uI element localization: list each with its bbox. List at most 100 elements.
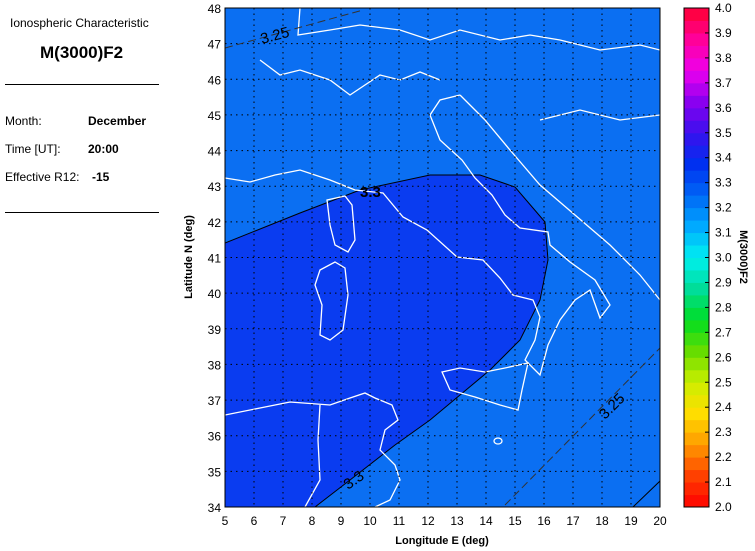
x-tick-label: 20 [653, 514, 667, 528]
time-label: Time [UT]: [5, 142, 61, 156]
colorbar-band [684, 57, 709, 71]
x-tick-label: 13 [450, 514, 464, 528]
colorbar-tick-label: 3.4 [715, 151, 732, 165]
colorbar-band [684, 469, 709, 483]
colorbar-band [684, 107, 709, 121]
colorbar-tick-label: 3.3 [715, 176, 732, 190]
colorbar-band [684, 157, 709, 171]
colorbar-band [684, 444, 709, 458]
contour-line-3.25 [504, 347, 660, 506]
colorbar-band [684, 494, 709, 508]
colorbar-band [684, 332, 709, 346]
colorbar-band [684, 369, 709, 383]
colorbar-tick-label: 3.0 [715, 251, 732, 265]
colorbar-tick-label: 2.0 [715, 500, 732, 514]
colorbar-band [684, 482, 709, 496]
colorbar-band [684, 307, 709, 321]
x-tick-label: 6 [251, 514, 258, 528]
characteristic-subtitle: Ionospheric Characteristic [10, 16, 149, 30]
colorbar-band [684, 145, 709, 159]
y-tick-label: 36 [208, 430, 222, 444]
y-tick-label: 44 [208, 145, 222, 159]
y-tick-label: 45 [208, 109, 222, 123]
x-tick-label: 8 [309, 514, 316, 528]
y-tick-label: 34 [208, 501, 222, 515]
y-tick-label: 48 [208, 2, 222, 16]
r12-value: -15 [92, 170, 110, 184]
colorbar-band [684, 357, 709, 371]
colorbar-band [684, 132, 709, 146]
colorbar-band [684, 70, 709, 84]
x-tick-label: 12 [421, 514, 435, 528]
colorbar-band [684, 232, 709, 246]
corsica-coast [326, 195, 356, 253]
x-tick-label: 10 [363, 514, 377, 528]
x-tick-label: 16 [537, 514, 551, 528]
month-value: December [88, 114, 147, 128]
x-axis-label: Longitude E (deg) [395, 535, 489, 547]
divider [5, 212, 159, 213]
colorbar-band [684, 294, 709, 308]
y-tick-label: 42 [208, 216, 222, 230]
contour-line-3.3 [632, 480, 660, 507]
y-axis-label: Latitude N (deg) [183, 215, 195, 299]
x-tick-label: 11 [393, 514, 406, 528]
africa-coast [225, 392, 401, 507]
x-tick-label: 15 [508, 514, 522, 528]
colorbar-tick-label: 3.5 [715, 126, 732, 140]
colorbar-band [684, 457, 709, 471]
colorbar-tick-label: 2.8 [715, 300, 732, 314]
x-tick-label: 19 [624, 514, 638, 528]
colorbar-band [684, 82, 709, 96]
sardinia-coast [314, 261, 349, 341]
colorbar-tick-label: 2.5 [715, 375, 732, 389]
colorbar-tick-label: 2.6 [715, 350, 732, 364]
colorbar-band [684, 344, 709, 358]
colorbar-tick-label: 2.9 [715, 275, 732, 289]
colorbar-band [684, 432, 709, 446]
colorbar-tick-label: 2.1 [715, 475, 732, 489]
colorbar-band [684, 407, 709, 421]
colorbar-tick-label: 3.1 [715, 226, 732, 240]
colorbar-tick-label: 4.0 [715, 1, 732, 15]
colorbar-band [684, 382, 709, 396]
y-tick-label: 37 [208, 394, 222, 408]
malta-coast [493, 437, 503, 445]
y-tick-label: 43 [208, 180, 222, 194]
colorbar-band [684, 419, 709, 433]
grid [225, 8, 660, 507]
x-tick-label: 17 [566, 514, 580, 528]
colorbar-band [684, 20, 709, 34]
colorbar-tick-label: 2.7 [715, 325, 732, 339]
colorbar-band [684, 45, 709, 59]
y-tick-label: 39 [208, 323, 222, 337]
colorbar-tick-label: 2.4 [715, 400, 732, 414]
colorbar-tick-label: 2.3 [715, 425, 732, 439]
colorbar-band [684, 319, 709, 333]
sicily-coast [441, 362, 529, 411]
characteristic-title: M(3000)F2 [40, 43, 124, 62]
y-tick-label: 38 [208, 358, 222, 372]
divider [5, 84, 159, 85]
plot-frame [224, 7, 661, 508]
colorbar-tick-label: 3.7 [715, 76, 732, 90]
colorbar-band [684, 182, 709, 196]
colorbar-tick-label: 3.8 [715, 51, 732, 65]
colorbar-tick-label: 2.2 [715, 450, 732, 464]
y-tick-label: 40 [208, 287, 222, 301]
x-tick-label: 5 [222, 514, 229, 528]
x-tick-label: 7 [280, 514, 287, 528]
time-value: 20:00 [88, 142, 119, 156]
contour-label: 3.25 [259, 24, 292, 48]
colorbar-band [684, 32, 709, 46]
colorbar-band [684, 394, 709, 408]
r12-label: Effective R12: [5, 170, 80, 184]
x-tick-label: 14 [479, 514, 493, 528]
y-tick-label: 46 [208, 73, 222, 87]
y-tick-label: 35 [208, 465, 222, 479]
colorbar-band [684, 120, 709, 134]
colorbar [684, 8, 709, 508]
colorbar-label: M(3000)F2 [737, 230, 749, 284]
colorbar-band [684, 195, 709, 209]
